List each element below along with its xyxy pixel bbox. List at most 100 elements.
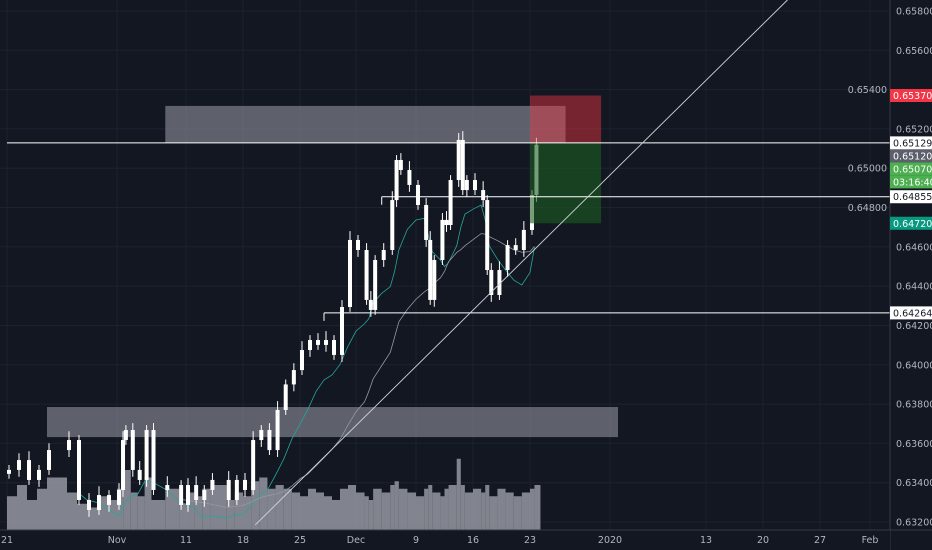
volume-bar — [251, 481, 260, 530]
candle-body — [17, 460, 21, 470]
volume-bar — [513, 496, 522, 530]
candle-body — [456, 139, 461, 181]
volume-bar — [151, 500, 166, 530]
candle-body — [368, 299, 373, 310]
candle-body — [7, 469, 11, 474]
volume-bar — [390, 485, 395, 530]
volume-bar — [521, 492, 530, 530]
candle-body — [202, 489, 207, 500]
volume-bar — [37, 488, 47, 530]
candle-body — [165, 485, 170, 490]
candle-body — [398, 159, 403, 170]
candle-body — [283, 384, 288, 410]
upper-resistance-zone[interactable] — [165, 105, 566, 143]
time-tick-label: 2020 — [598, 535, 622, 546]
volume-bar — [398, 488, 408, 530]
volume-bar — [416, 496, 425, 530]
volume-bar — [381, 492, 391, 530]
time-tick-label: 25 — [294, 535, 306, 546]
candle-body — [194, 485, 199, 500]
volume-bar — [473, 488, 482, 530]
candle-body — [444, 219, 449, 226]
lower-support-zone[interactable] — [47, 407, 618, 438]
volume-bar — [137, 496, 145, 530]
price-label-background — [890, 306, 932, 320]
candle-body — [130, 430, 135, 470]
volume-bar — [308, 488, 316, 530]
volume-bar — [144, 477, 152, 530]
candle-body — [473, 180, 477, 191]
volume-bar — [324, 496, 332, 530]
candle-body — [324, 340, 328, 345]
candle-body — [505, 245, 510, 271]
candle-body — [356, 239, 360, 250]
candle-body — [424, 204, 429, 240]
volume-bar — [179, 503, 186, 530]
candle-body — [364, 249, 369, 300]
price-tick-label: 0.64000 — [896, 360, 932, 371]
volume-bar — [368, 500, 374, 530]
volume-bar — [7, 496, 17, 530]
candle-body — [47, 450, 51, 470]
volume-bar — [130, 492, 138, 530]
price-tick-label: 0.65000 — [848, 164, 887, 175]
candle-body — [381, 249, 386, 261]
volume-bar — [348, 485, 356, 530]
time-tick-label: 23 — [524, 535, 536, 546]
price-tick-label: 0.63200 — [896, 518, 932, 529]
candle-body — [340, 306, 344, 355]
candle-body — [428, 239, 433, 300]
time-tick-label: 13 — [700, 535, 712, 546]
volume-bar — [291, 492, 300, 530]
take-profit-zone[interactable] — [530, 142, 602, 224]
price-label-background — [890, 216, 932, 230]
volume-bar — [373, 488, 382, 530]
time-tick-label: 27 — [814, 535, 826, 546]
candle-body — [316, 340, 320, 345]
volume-bar — [275, 485, 284, 530]
volume-bar — [17, 485, 27, 530]
price-label-background — [890, 190, 932, 204]
price-label-background — [890, 175, 932, 189]
trend-line[interactable] — [254, 0, 788, 526]
price-tick-label: 0.65600 — [896, 46, 932, 57]
candle-body — [151, 430, 156, 490]
candle-body — [267, 430, 272, 451]
volume-bar — [481, 492, 486, 530]
candle-body — [460, 139, 465, 191]
price-axis[interactable] — [890, 0, 932, 550]
price-label-background — [890, 136, 932, 150]
volume-bar — [440, 496, 445, 530]
volume-bar — [456, 458, 461, 530]
volume-bar — [165, 488, 180, 530]
price-tick-label: 0.65400 — [848, 85, 887, 96]
price-label-background — [890, 162, 932, 176]
price-label: 0.65129 — [893, 138, 932, 149]
volume-bar — [97, 496, 107, 530]
time-tick-label: 20 — [757, 535, 769, 546]
candle-body — [37, 469, 41, 480]
candle-body — [390, 200, 395, 250]
candle-body — [210, 479, 215, 490]
volume-bar — [460, 485, 465, 530]
stop-loss-zone[interactable] — [530, 95, 602, 143]
time-tick-label: 9 — [413, 535, 419, 546]
volume-bar — [428, 485, 433, 530]
candle-body — [121, 440, 126, 490]
volume-bar — [364, 496, 369, 530]
time-axis[interactable] — [0, 530, 890, 550]
volume-bar — [243, 496, 252, 530]
candle-body — [107, 495, 111, 505]
volume-bar — [464, 492, 473, 530]
volume-bar — [77, 503, 87, 530]
price-tick-label: 0.64800 — [848, 203, 887, 214]
price-label: 0.65120 — [893, 151, 932, 162]
candle-body — [123, 430, 128, 441]
volume-bar — [432, 492, 441, 530]
time-tick-label: 16 — [467, 535, 479, 546]
volume-bar — [186, 492, 195, 530]
price-tick-label: 0.63800 — [896, 400, 932, 411]
volume-bar — [283, 488, 292, 530]
candle-body — [481, 190, 486, 201]
